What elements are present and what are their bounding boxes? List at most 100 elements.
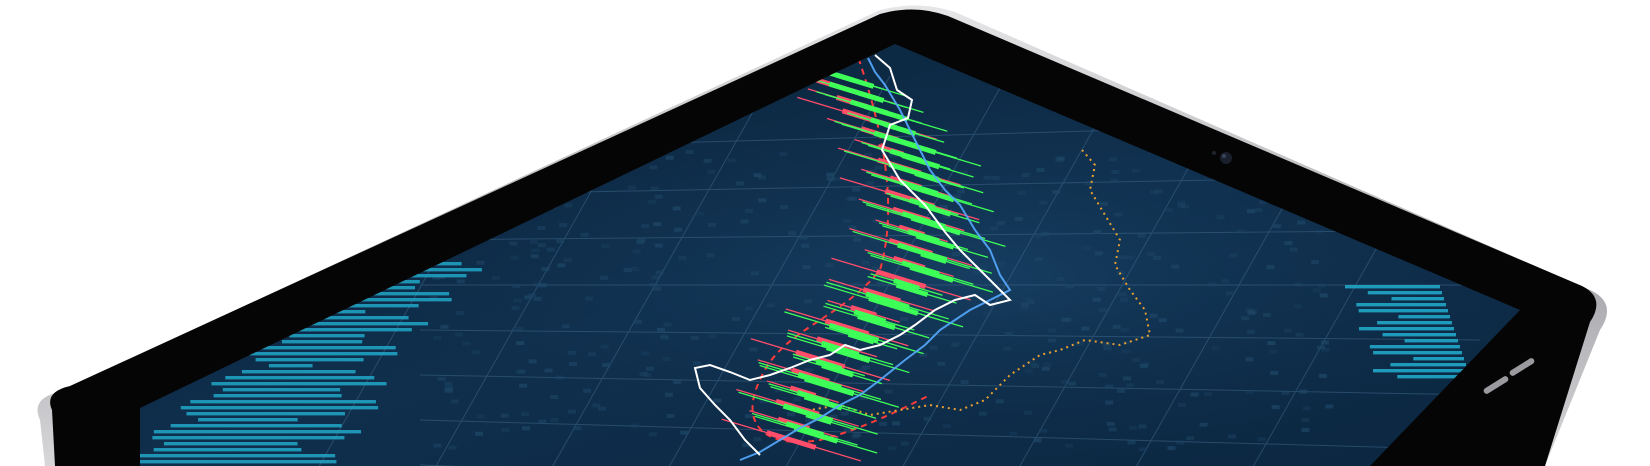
matrix-cell bbox=[587, 352, 596, 357]
matrix-cell bbox=[1156, 380, 1165, 385]
grid-line-horizontal bbox=[419, 229, 1481, 241]
volume-bar bbox=[170, 424, 342, 428]
matrix-cell bbox=[876, 275, 885, 280]
matrix-cell bbox=[1177, 200, 1186, 205]
matrix-cell bbox=[888, 446, 897, 451]
matrix-cell bbox=[979, 265, 988, 270]
matrix-cell bbox=[1167, 446, 1176, 451]
matrix-cell bbox=[829, 414, 838, 419]
matrix-cell bbox=[1043, 362, 1052, 367]
matrix-cell bbox=[563, 258, 572, 263]
matrix-cell bbox=[503, 156, 512, 161]
matrix-cell bbox=[491, 275, 500, 280]
matrix-cell bbox=[942, 237, 951, 242]
matrix-cell bbox=[923, 416, 932, 421]
matrix-cell bbox=[662, 357, 671, 362]
matrix-cell bbox=[1004, 331, 1013, 336]
matrix-cell bbox=[1139, 363, 1148, 368]
volume-bar bbox=[313, 292, 450, 296]
matrix-cell bbox=[639, 371, 648, 376]
matrix-cell bbox=[766, 303, 775, 308]
matrix-cell bbox=[1246, 209, 1255, 214]
bull-candle bbox=[886, 135, 937, 155]
matrix-cell bbox=[1039, 200, 1048, 205]
matrix-cell bbox=[1257, 437, 1266, 442]
matrix-cell bbox=[991, 175, 1000, 180]
matrix-cell bbox=[501, 427, 510, 432]
matrix-cell bbox=[657, 327, 666, 332]
matrix-cell bbox=[432, 275, 441, 280]
matrix-cell bbox=[1065, 284, 1074, 289]
matrix-cell bbox=[937, 361, 946, 366]
matrix-cell bbox=[852, 432, 861, 437]
matrix-cell bbox=[630, 423, 639, 428]
matrix-cell bbox=[1110, 178, 1119, 183]
matrix-cell bbox=[1067, 381, 1076, 386]
matrix-cell bbox=[1211, 346, 1220, 351]
matrix-cell bbox=[1060, 317, 1069, 322]
matrix-cell bbox=[674, 227, 683, 232]
volume-bar bbox=[279, 322, 429, 326]
bull-candle bbox=[847, 331, 875, 345]
matrix-cell bbox=[1029, 361, 1038, 366]
matrix-cell bbox=[943, 424, 952, 429]
matrix-cell bbox=[848, 225, 857, 230]
matrix-cell bbox=[1120, 327, 1129, 332]
volume-bar bbox=[140, 460, 337, 464]
matrix-cell bbox=[939, 204, 948, 209]
matrix-cell bbox=[1020, 302, 1029, 307]
volume-bar bbox=[249, 352, 398, 356]
volume-bar bbox=[1377, 321, 1452, 325]
matrix-cell bbox=[863, 152, 872, 157]
matrix-cell bbox=[708, 222, 717, 227]
matrix-cell bbox=[1293, 304, 1302, 309]
matrix-cell bbox=[799, 235, 808, 240]
volume-bar bbox=[153, 448, 302, 452]
volume-bar bbox=[1390, 363, 1466, 367]
matrix-cell bbox=[646, 366, 655, 371]
matrix-cell bbox=[558, 222, 567, 227]
matrix-cell bbox=[1034, 257, 1043, 262]
matrix-cell bbox=[600, 344, 609, 349]
matrix-cell bbox=[1056, 276, 1065, 281]
volume-bar bbox=[277, 328, 412, 332]
matrix-cell bbox=[649, 282, 658, 287]
matrix-cell bbox=[550, 153, 559, 158]
matrix-cell bbox=[951, 252, 960, 257]
bull-candle bbox=[910, 184, 955, 203]
matrix-cell bbox=[1281, 390, 1290, 395]
matrix-cell bbox=[1301, 428, 1310, 433]
matrix-cell bbox=[742, 443, 751, 448]
matrix-cell bbox=[1052, 190, 1061, 195]
matrix-cell bbox=[1190, 392, 1199, 397]
matrix-cell bbox=[1082, 245, 1091, 250]
matrix-cell bbox=[1301, 418, 1310, 423]
matrix-cell bbox=[463, 160, 472, 165]
volume-bar bbox=[309, 304, 419, 308]
matrix-cell bbox=[696, 211, 705, 216]
matrix-cell bbox=[1014, 217, 1023, 222]
matrix-cell bbox=[735, 181, 744, 186]
matrix-cell bbox=[888, 153, 897, 158]
bull-candle bbox=[868, 296, 919, 316]
matrix-cell bbox=[942, 214, 951, 219]
matrix-cell bbox=[1318, 373, 1327, 378]
matrix-cell bbox=[504, 167, 513, 172]
matrix-cell bbox=[630, 267, 639, 272]
matrix-cell bbox=[727, 158, 736, 163]
matrix-cell bbox=[780, 205, 789, 210]
matrix-cell bbox=[1137, 233, 1146, 238]
matrix-cell bbox=[637, 238, 646, 243]
matrix-cell bbox=[1175, 328, 1184, 333]
matrix-cell bbox=[1177, 203, 1186, 208]
matrix-cell bbox=[802, 265, 811, 270]
matrix-cell bbox=[1284, 150, 1293, 155]
matrix-cell bbox=[546, 247, 555, 252]
matrix-cell bbox=[456, 279, 465, 284]
matrix-cell bbox=[562, 324, 571, 329]
matrix-cell bbox=[892, 421, 901, 426]
matrix-cell bbox=[432, 211, 441, 216]
matrix-cell bbox=[678, 255, 687, 260]
matrix-cell bbox=[1225, 291, 1234, 296]
volume-bar bbox=[303, 298, 452, 302]
